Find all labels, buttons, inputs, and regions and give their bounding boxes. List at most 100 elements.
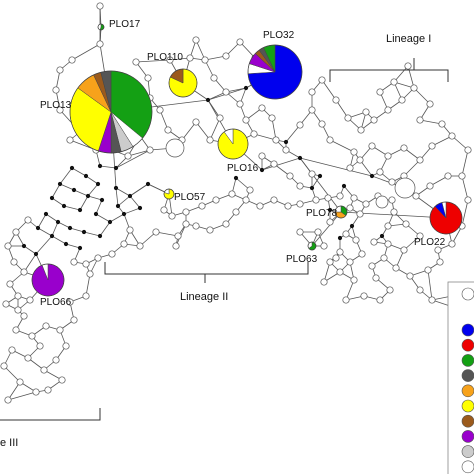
minor-haplotype-node bbox=[332, 254, 340, 262]
minor-haplotype-node bbox=[458, 172, 466, 180]
minor-haplotype-node bbox=[326, 218, 334, 226]
lineage-labels: Lineage I Lineage II e III PLO17 PLO110 … bbox=[0, 19, 446, 449]
pie-outline bbox=[168, 68, 198, 98]
legend-swatch-blue bbox=[461, 323, 474, 337]
median-vector-node bbox=[341, 183, 347, 189]
minor-haplotype-node bbox=[206, 226, 214, 234]
minor-haplotype-node bbox=[296, 200, 304, 208]
lineage-3-bracket bbox=[0, 408, 101, 421]
minor-haplotype-node bbox=[58, 376, 66, 384]
minor-haplotype-node bbox=[20, 268, 28, 276]
median-vector-node bbox=[115, 203, 121, 209]
network-edge bbox=[71, 43, 101, 61]
minor-haplotype-node bbox=[136, 242, 144, 250]
minor-haplotype-node bbox=[168, 212, 176, 220]
network-edge bbox=[51, 197, 65, 207]
minor-haplotype-node bbox=[286, 172, 294, 180]
minor-haplotype-node bbox=[400, 246, 408, 254]
pie-outline bbox=[247, 44, 303, 100]
network-edge bbox=[261, 157, 301, 171]
haplotype-node-plo63 bbox=[307, 241, 317, 251]
minor-haplotype-node bbox=[242, 196, 250, 204]
minor-haplotype-node bbox=[206, 136, 214, 144]
pie-outline bbox=[307, 241, 317, 251]
lineage-1-bracket bbox=[329, 58, 449, 82]
minor-haplotype-node bbox=[336, 192, 344, 200]
haplotype-node-plo66 bbox=[31, 263, 65, 297]
minor-haplotype-node bbox=[246, 186, 254, 194]
network-edge bbox=[299, 157, 373, 177]
legend-swatch-light-gray bbox=[461, 445, 474, 458]
minor-haplotype-node bbox=[66, 136, 74, 144]
median-vector-node bbox=[127, 193, 133, 199]
haplotype-label-plo78: PLO78 bbox=[306, 208, 338, 219]
minor-haplotype-node bbox=[182, 220, 190, 228]
median-vector-node bbox=[95, 181, 101, 187]
haplotype-label-plo110: PLO110 bbox=[147, 52, 183, 63]
minor-haplotype-node bbox=[232, 208, 240, 216]
minor-haplotype-node bbox=[342, 230, 350, 238]
minor-haplotype-node bbox=[70, 258, 78, 266]
minor-haplotype-node bbox=[308, 106, 316, 114]
minor-haplotype-node bbox=[14, 306, 22, 314]
network-edge bbox=[95, 199, 103, 215]
minor-haplotype-node bbox=[412, 192, 420, 200]
minor-haplotype-node bbox=[14, 292, 22, 300]
minor-haplotype-node bbox=[400, 144, 408, 152]
haplotype-label-plo57: PLO57 bbox=[174, 192, 206, 203]
minor-haplotype-node bbox=[320, 278, 328, 286]
legend-swatch-white bbox=[461, 287, 474, 301]
minor-haplotype-node bbox=[186, 54, 194, 62]
major-haplotype-nodes bbox=[31, 23, 463, 297]
network-edge bbox=[271, 117, 277, 141]
median-vector-node bbox=[83, 173, 89, 179]
minor-haplotype-node bbox=[372, 274, 380, 282]
minor-haplotype-node bbox=[132, 58, 140, 66]
network-edge bbox=[204, 55, 227, 61]
minor-haplotype-node bbox=[336, 268, 344, 276]
network-edge bbox=[419, 119, 443, 125]
minor-haplotype-node bbox=[24, 354, 32, 362]
haplotype-node-plo110 bbox=[168, 68, 198, 98]
minor-haplotype-node bbox=[388, 196, 396, 204]
median-vector-node bbox=[317, 173, 323, 179]
minor-haplotype-node bbox=[198, 202, 206, 210]
network-edge bbox=[71, 167, 87, 177]
minor-haplotype-node bbox=[126, 226, 134, 234]
minor-haplotype-node bbox=[324, 194, 332, 202]
minor-haplotype-node bbox=[52, 86, 60, 94]
median-vector-node bbox=[349, 223, 355, 229]
median-vector-node bbox=[97, 233, 103, 239]
network-edge bbox=[85, 273, 91, 297]
minor-haplotype-node bbox=[70, 316, 78, 324]
network-edge bbox=[329, 139, 355, 153]
median-vector-node bbox=[137, 205, 143, 211]
median-vector-node bbox=[379, 233, 385, 239]
haplotype-label-plo22: PLO22 bbox=[414, 237, 446, 248]
pie-outline bbox=[31, 263, 65, 297]
legend-swatch-dark-gray bbox=[461, 369, 474, 382]
minor-haplotype-node bbox=[342, 296, 350, 304]
minor-haplotype-node bbox=[222, 52, 230, 60]
minor-haplotype-node bbox=[124, 152, 132, 160]
network-edge bbox=[99, 221, 111, 237]
minor-haplotype-node bbox=[68, 56, 76, 64]
legend-swatch-orange bbox=[461, 384, 474, 398]
minor-haplotype-node bbox=[392, 264, 400, 272]
network-edge bbox=[403, 159, 421, 177]
minor-haplotype-node bbox=[86, 270, 94, 278]
minor-haplotype-node bbox=[406, 272, 414, 280]
median-vector-node bbox=[61, 203, 67, 209]
median-vector-node bbox=[107, 219, 113, 225]
median-vector-node bbox=[297, 155, 303, 161]
network-edge bbox=[299, 157, 342, 213]
minor-haplotype-node bbox=[210, 74, 218, 82]
median-vector-node bbox=[205, 97, 211, 103]
network-edge bbox=[79, 195, 89, 211]
minor-haplotype-node bbox=[174, 232, 182, 240]
minor-haplotype-node bbox=[416, 116, 424, 124]
median-vector-node bbox=[113, 165, 119, 171]
median-vector-node bbox=[21, 243, 27, 249]
minor-haplotype-node bbox=[360, 292, 368, 300]
minor-haplotype-node bbox=[444, 172, 452, 180]
